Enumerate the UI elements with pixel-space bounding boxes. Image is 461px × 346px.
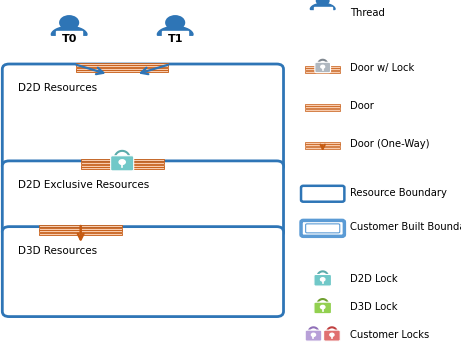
Bar bbox=[81, 165, 164, 167]
Bar bbox=[306, 142, 340, 144]
Text: D2D Lock: D2D Lock bbox=[350, 274, 398, 284]
Text: Customer Locks: Customer Locks bbox=[350, 330, 430, 339]
FancyBboxPatch shape bbox=[306, 224, 340, 233]
Circle shape bbox=[165, 15, 185, 30]
Bar bbox=[76, 68, 168, 70]
FancyBboxPatch shape bbox=[324, 330, 340, 341]
Text: Door: Door bbox=[350, 101, 374, 111]
FancyBboxPatch shape bbox=[315, 62, 331, 73]
Text: T1: T1 bbox=[167, 34, 183, 44]
Bar bbox=[313, 7, 332, 14]
FancyBboxPatch shape bbox=[314, 274, 331, 286]
Bar bbox=[81, 160, 164, 162]
Circle shape bbox=[316, 0, 330, 6]
Circle shape bbox=[59, 15, 79, 30]
Bar bbox=[306, 147, 340, 149]
Bar bbox=[81, 167, 164, 169]
Polygon shape bbox=[51, 26, 87, 35]
Circle shape bbox=[320, 278, 325, 281]
Bar bbox=[306, 144, 340, 146]
Circle shape bbox=[119, 160, 125, 164]
Bar bbox=[306, 66, 340, 68]
FancyBboxPatch shape bbox=[2, 161, 284, 237]
Text: D2D Exclusive Resources: D2D Exclusive Resources bbox=[18, 180, 150, 190]
FancyBboxPatch shape bbox=[305, 330, 322, 341]
Polygon shape bbox=[310, 3, 335, 9]
Bar bbox=[76, 63, 168, 65]
Bar bbox=[162, 31, 189, 42]
FancyBboxPatch shape bbox=[2, 64, 284, 171]
Text: D3D Lock: D3D Lock bbox=[350, 302, 398, 312]
Bar bbox=[56, 31, 83, 42]
Bar bbox=[306, 71, 340, 73]
Bar bbox=[306, 106, 340, 108]
FancyBboxPatch shape bbox=[301, 186, 344, 202]
Circle shape bbox=[321, 65, 325, 68]
Text: D3D Resources: D3D Resources bbox=[18, 246, 98, 256]
Text: Resource Boundary: Resource Boundary bbox=[350, 188, 447, 198]
Polygon shape bbox=[157, 26, 193, 35]
Circle shape bbox=[320, 306, 325, 309]
Text: Door w/ Lock: Door w/ Lock bbox=[350, 63, 414, 73]
Bar bbox=[39, 233, 122, 235]
Text: D2D Resources: D2D Resources bbox=[18, 83, 98, 93]
FancyBboxPatch shape bbox=[111, 156, 134, 171]
Text: Thread: Thread bbox=[350, 8, 385, 18]
Bar bbox=[306, 109, 340, 111]
Bar bbox=[81, 162, 164, 164]
Text: Door (One-Way): Door (One-Way) bbox=[350, 139, 430, 149]
Circle shape bbox=[330, 333, 334, 336]
Bar bbox=[39, 228, 122, 230]
Circle shape bbox=[312, 333, 315, 336]
Bar bbox=[39, 230, 122, 233]
Bar bbox=[39, 225, 122, 227]
Text: Customer Built Boundary: Customer Built Boundary bbox=[350, 222, 461, 232]
Bar bbox=[306, 104, 340, 106]
Bar bbox=[76, 65, 168, 67]
FancyBboxPatch shape bbox=[2, 227, 284, 317]
FancyBboxPatch shape bbox=[301, 220, 344, 236]
Bar bbox=[76, 70, 168, 72]
Bar bbox=[306, 68, 340, 70]
FancyBboxPatch shape bbox=[314, 302, 331, 314]
Text: T0: T0 bbox=[61, 34, 77, 44]
